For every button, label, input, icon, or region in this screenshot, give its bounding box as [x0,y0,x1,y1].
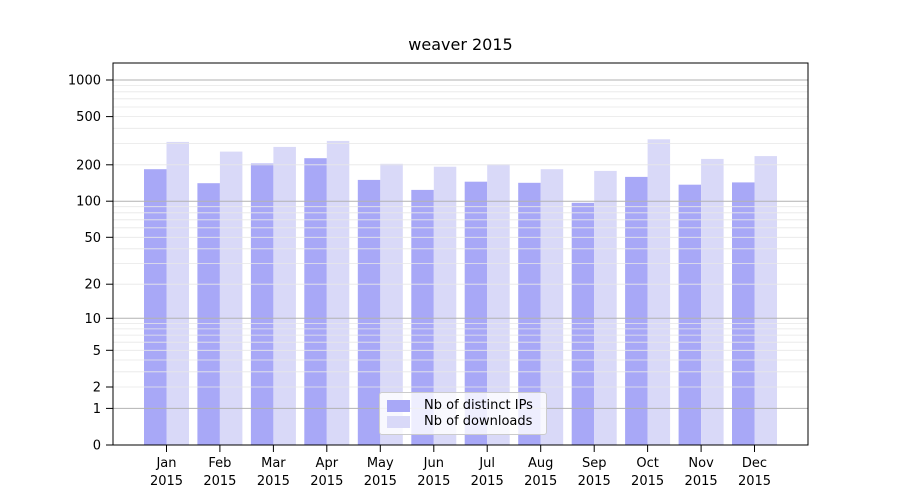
x-tick-year-jun: 2015 [417,474,450,489]
bar-nb-of-downloads-jun [433,166,457,445]
y-tick-label-500: 500 [76,110,101,125]
bar-nb-of-distinct-ips-mar [250,163,274,445]
bar-nb-of-downloads-sep [594,170,617,445]
y-tick-label-2: 2 [93,381,101,396]
x-tick-year-sep: 2015 [578,474,611,489]
x-tick-year-oct: 2015 [631,474,664,489]
x-tick-label-aug: Aug [528,456,553,471]
y-tick-label-1: 1 [93,402,101,417]
bar-nb-of-downloads-feb [219,151,243,445]
bar-nb-of-downloads-dec [754,156,777,445]
x-tick-label-nov: Nov [688,456,714,471]
legend-swatch-downloads [387,415,410,428]
y-tick-label-20: 20 [84,278,101,293]
x-tick-year-jul: 2015 [471,474,504,489]
bar-nb-of-downloads-jul [487,164,510,446]
bar-nb-of-distinct-ips-aug [518,182,541,446]
bar-nb-of-downloads-may [380,163,403,446]
bar-nb-of-distinct-ips-oct [625,176,648,445]
bar-nb-of-distinct-ips-nov [678,184,702,445]
x-tick-year-aug: 2015 [524,474,557,489]
y-tick-label-50: 50 [84,231,101,246]
legend-row-downloads: Nb of downloads [387,414,538,429]
y-tick-label-10: 10 [84,312,101,327]
legend-label-distinct-ips: Nb of distinct IPs [424,398,533,413]
bar-nb-of-distinct-ips-jun [411,189,434,445]
x-tick-year-jan: 2015 [150,474,183,489]
x-tick-year-may: 2015 [364,474,397,489]
x-tick-label-apr: Apr [316,456,339,471]
x-tick-year-feb: 2015 [203,474,236,489]
bar-nb-of-downloads-mar [273,146,296,445]
x-tick-label-mar: Mar [261,456,286,471]
x-tick-label-jun: Jun [423,456,444,471]
bar-nb-of-distinct-ips-jan [144,169,167,445]
x-tick-label-jan: Jan [155,456,176,471]
chart-title: weaver 2015 [408,35,513,54]
bar-nb-of-distinct-ips-may [357,179,381,445]
y-tick-label-100: 100 [76,195,101,210]
legend: Nb of distinct IPs Nb of downloads [379,392,547,435]
plot-border [112,62,809,446]
x-tick-label-oct: Oct [636,456,658,471]
x-tick-year-dec: 2015 [738,474,771,489]
bar-nb-of-distinct-ips-dec [732,182,755,445]
x-tick-label-may: May [367,456,394,471]
x-tick-label-dec: Dec [742,456,767,471]
legend-row-distinct-ips: Nb of distinct IPs [387,398,538,413]
legend-swatch-distinct-ips [387,399,410,412]
x-tick-label-jul: Jul [478,456,495,471]
x-tick-label-feb: Feb [208,456,231,471]
bar-nb-of-distinct-ips-feb [197,183,220,445]
bar-nb-of-downloads-oct [647,139,671,446]
x-tick-year-nov: 2015 [685,474,718,489]
bar-nb-of-downloads-nov [701,158,724,445]
legend-label-downloads: Nb of downloads [424,414,533,429]
x-tick-year-mar: 2015 [257,474,290,489]
bar-nb-of-downloads-aug [540,169,564,445]
bar-nb-of-distinct-ips-apr [304,158,327,445]
bar-nb-of-distinct-ips-jul [464,181,488,445]
bar-nb-of-downloads-apr [326,140,350,445]
y-tick-label-1000: 1000 [68,74,101,89]
x-tick-year-apr: 2015 [310,474,343,489]
bar-nb-of-downloads-jan [166,141,189,445]
y-tick-label-200: 200 [76,158,101,173]
y-tick-label-5: 5 [93,344,101,359]
y-tick-label-0: 0 [93,439,101,454]
x-tick-label-sep: Sep [582,456,607,471]
